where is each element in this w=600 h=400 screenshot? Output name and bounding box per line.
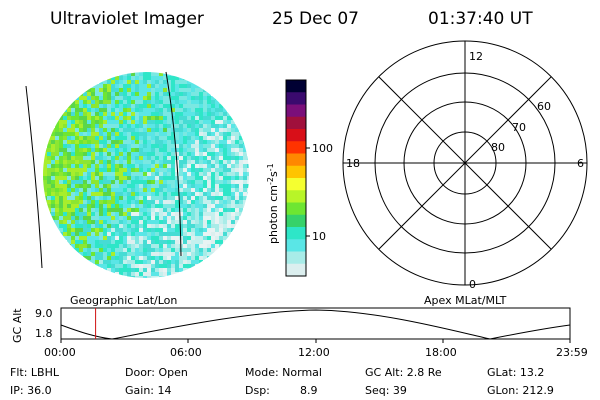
info-ip: IP: 36.0 — [10, 384, 52, 397]
colorbar-segment — [286, 104, 306, 118]
polar-mlt-6: 6 — [577, 157, 584, 170]
polar-mlt-12: 12 — [469, 50, 483, 63]
colorbar-segment — [286, 263, 306, 277]
timeline-panel: Geographic Lat/Lon Apex MLat/MLT GC Alt … — [11, 294, 588, 359]
polar-mlt-0: 0 — [469, 278, 476, 291]
colorbar-segment — [286, 165, 306, 179]
terminator-line-left — [25, 85, 43, 269]
polar-lat-60: 60 — [537, 100, 551, 113]
polar-mlt-18: 18 — [346, 157, 360, 170]
colorbar-segment — [286, 141, 306, 155]
info-door: Door: Open — [125, 366, 188, 379]
colorbar-segment — [286, 227, 306, 240]
timeline-y-tick-9: 9.0 — [35, 307, 53, 320]
colorbar-tick-10: 10 — [312, 230, 326, 243]
info-gc-alt: GC Alt: 2.8 Re — [365, 366, 442, 379]
date-label: 25 Dec 07 — [272, 9, 359, 29]
colorbar-segment — [286, 178, 306, 191]
altitude-curve — [60, 309, 571, 340]
colorbar-segment — [286, 190, 306, 204]
colorbar-segment — [286, 129, 306, 142]
polar-lat-80: 80 — [491, 141, 505, 154]
polar-grid — [342, 40, 588, 286]
info-mode: Mode: Normal — [245, 366, 322, 379]
colorbar-segment — [286, 202, 306, 216]
colorbar: 100 10 photon cm-2s-1 — [266, 79, 333, 277]
colorbar-segment — [286, 116, 306, 130]
info-seq: Seq: 39 — [365, 384, 407, 397]
timeline-y-axis-label: GC Alt — [11, 308, 24, 343]
colorbar-segment — [286, 214, 306, 228]
timeline-left-label: Geographic Lat/Lon — [70, 294, 177, 307]
polar-lat-70: 70 — [512, 121, 526, 134]
uv-image-disk — [25, 71, 249, 278]
colorbar-segment — [286, 153, 306, 167]
info-filter: Flt: LBHL — [10, 366, 60, 379]
info-glat: GLat: 13.2 — [487, 366, 544, 379]
info-glon: GLon: 212.9 — [487, 384, 554, 397]
info-gain: Gain: 14 — [125, 384, 172, 397]
colorbar-segment — [286, 92, 306, 106]
colorbar-segment — [286, 80, 306, 93]
instrument-title: Ultraviolet Imager — [50, 9, 204, 29]
info-dsp-label: Dsp: — [245, 384, 270, 397]
timeline-x-tick-0000: 00:00 — [44, 346, 76, 359]
timeline-x-tick-0600: 06:00 — [170, 346, 202, 359]
info-dsp-value: 8.9 — [300, 384, 318, 397]
colorbar-tick-100: 100 — [312, 142, 333, 155]
colorbar-segment — [286, 239, 306, 253]
timeline-right-label: Apex MLat/MLT — [424, 294, 507, 307]
time-label: 01:37:40 UT — [428, 9, 533, 29]
timeline-x-tick-2359: 23:59 — [556, 346, 588, 359]
terminator-line-right — [165, 71, 182, 257]
colorbar-segment — [286, 251, 306, 265]
info-panel: Flt: LBHL Door: Open Mode: Normal GC Alt… — [10, 366, 554, 397]
timeline-y-tick-1-8: 1.8 — [35, 327, 53, 340]
timeline-x-tick-1800: 18:00 — [425, 346, 457, 359]
colorbar-unit-label: photon cm-2s-1 — [266, 163, 280, 244]
timeline-x-tick-1200: 12:00 — [298, 346, 330, 359]
